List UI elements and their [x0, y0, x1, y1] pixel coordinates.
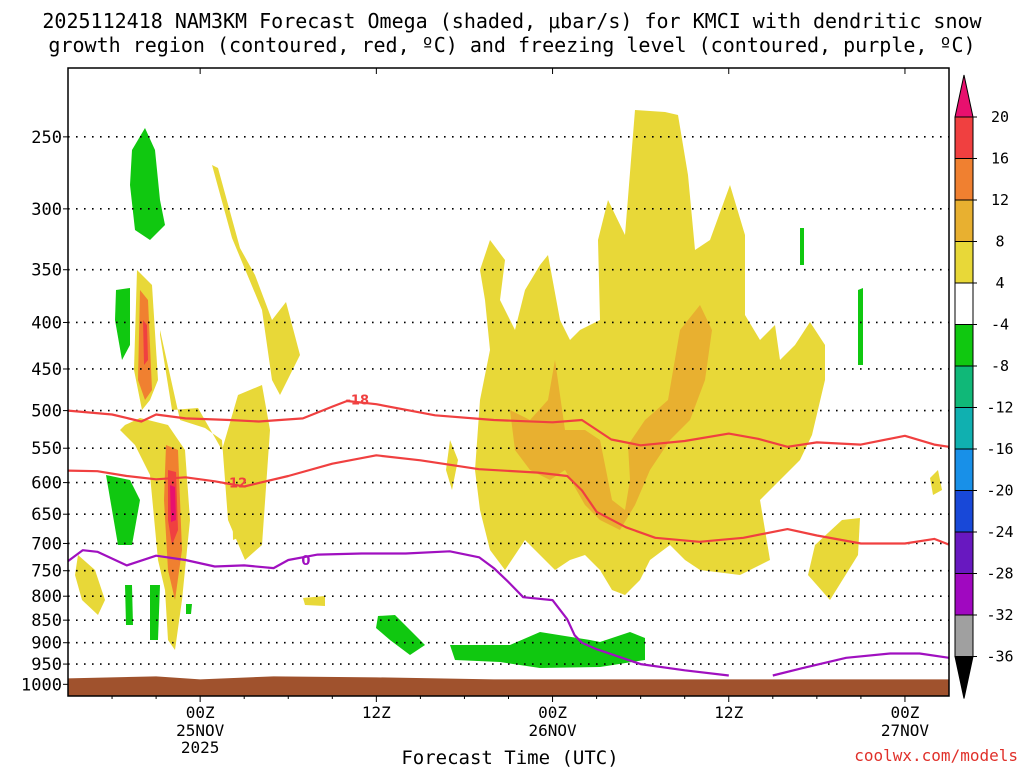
credit-link[interactable]: coolwx.com/models	[854, 746, 1018, 765]
omega-area	[75, 555, 105, 615]
contours: -18 -12 0	[67, 393, 950, 677]
colorbar-box	[954, 116, 974, 159]
omega-area	[106, 475, 140, 545]
omega-area	[858, 288, 863, 365]
y-tick-label: 500	[31, 402, 62, 422]
omega-area	[475, 110, 825, 595]
contour-line-0late	[772, 652, 950, 677]
omega-area	[143, 320, 148, 365]
colorbar-box	[954, 241, 974, 284]
omega-area	[125, 585, 133, 625]
contour-label: -12	[224, 477, 248, 492]
contour-label: -18	[346, 393, 370, 408]
x-tick-label: 00Z	[890, 703, 919, 722]
colorbar-label: 16	[991, 150, 1009, 168]
y-axis: 250 300 350 400 450 500 550 600 650 700 750 800 850 9…	[21, 128, 68, 695]
colorbar-box	[954, 365, 974, 408]
omega-area	[450, 632, 645, 668]
y-tick-label: 950	[31, 655, 62, 675]
chart-title-line1: 2025112418 NAM3KM Forecast Omega (shaded…	[42, 9, 982, 33]
colorbar-label: -28	[986, 565, 1013, 583]
colorbar-label: -24	[986, 523, 1013, 541]
omega-area	[376, 615, 425, 655]
y-tick-label: 550	[31, 439, 62, 459]
contour-line-0	[67, 549, 729, 677]
colorbar-label: -12	[986, 399, 1013, 417]
contour-line-18	[67, 399, 950, 448]
colorbar-label: 20	[991, 108, 1009, 126]
y-tick-label: 750	[31, 562, 62, 582]
omega-area	[130, 128, 165, 240]
x-tick-label: 12Z	[362, 703, 391, 722]
omega-area	[808, 518, 860, 600]
colorbar-label: 4	[995, 274, 1004, 292]
y-tick-label: 1000	[21, 675, 62, 695]
x-tick-label: 12Z	[714, 703, 743, 722]
y-tick-label: 300	[31, 200, 62, 220]
y-tick-label: 850	[31, 611, 62, 631]
y-tick-label: 600	[31, 474, 62, 494]
omega-shading	[75, 110, 942, 668]
ground-surface	[68, 676, 949, 696]
colorbar-label: -8	[991, 357, 1009, 375]
colorbar-box	[954, 158, 974, 201]
colorbar-extend-max	[954, 74, 974, 118]
colorbar-label: -36	[986, 648, 1013, 666]
colorbar-box	[954, 407, 974, 450]
colorbar: 20 16 12 8 4 -4 -8 -12 -16 -20 -24 -28 -32 -36	[954, 74, 1014, 699]
y-tick-label: 900	[31, 634, 62, 654]
omega-area	[170, 485, 176, 522]
omega-area	[232, 475, 245, 540]
x-tick-date: 25NOV	[176, 721, 225, 740]
x-tick-label: 00Z	[186, 703, 215, 722]
contour-label: 0	[301, 554, 310, 569]
y-tick-label: 250	[31, 128, 62, 148]
contour-line-12	[67, 454, 950, 546]
omega-area	[510, 305, 712, 530]
y-tick-label: 400	[31, 313, 62, 333]
colorbar-label: 12	[991, 191, 1009, 209]
omega-area	[186, 604, 192, 614]
colorbar-box	[954, 614, 974, 657]
ground	[68, 676, 949, 696]
colorbar-box	[954, 448, 974, 491]
omega-area	[930, 470, 942, 495]
omega-area	[150, 585, 160, 640]
y-tick-label: 350	[31, 261, 62, 281]
x-tick-year: 2025	[181, 738, 220, 757]
x-tick-label: 00Z	[538, 703, 567, 722]
colorbar-label: 8	[995, 233, 1004, 251]
colorbar-box	[954, 199, 974, 242]
y-tick-label: 700	[31, 534, 62, 554]
omega-area	[303, 596, 325, 606]
colorbar-label: -4	[991, 316, 1009, 334]
colorbar-box	[954, 573, 974, 616]
colorbar-box	[954, 490, 974, 533]
omega-area	[115, 288, 130, 360]
colorbar-label: -32	[986, 606, 1013, 624]
x-axis-label: Forecast Time (UTC)	[401, 747, 618, 768]
omega-area	[212, 165, 300, 395]
colorbar-box	[954, 324, 974, 367]
x-tick-date: 27NOV	[881, 721, 930, 740]
colorbar-box	[954, 282, 974, 325]
colorbar-label: -16	[986, 440, 1013, 458]
x-tick-date: 26NOV	[528, 721, 577, 740]
y-tick-label: 800	[31, 587, 62, 607]
chart-title-line2: growth region (contoured, red, ºC) and f…	[48, 33, 975, 57]
colorbar-extend-min	[954, 656, 974, 699]
colorbar-label: -20	[986, 482, 1013, 500]
colorbar-box	[954, 531, 974, 574]
y-tick-label: 450	[31, 360, 62, 380]
omega-area	[800, 228, 804, 265]
y-tick-label: 650	[31, 505, 62, 525]
